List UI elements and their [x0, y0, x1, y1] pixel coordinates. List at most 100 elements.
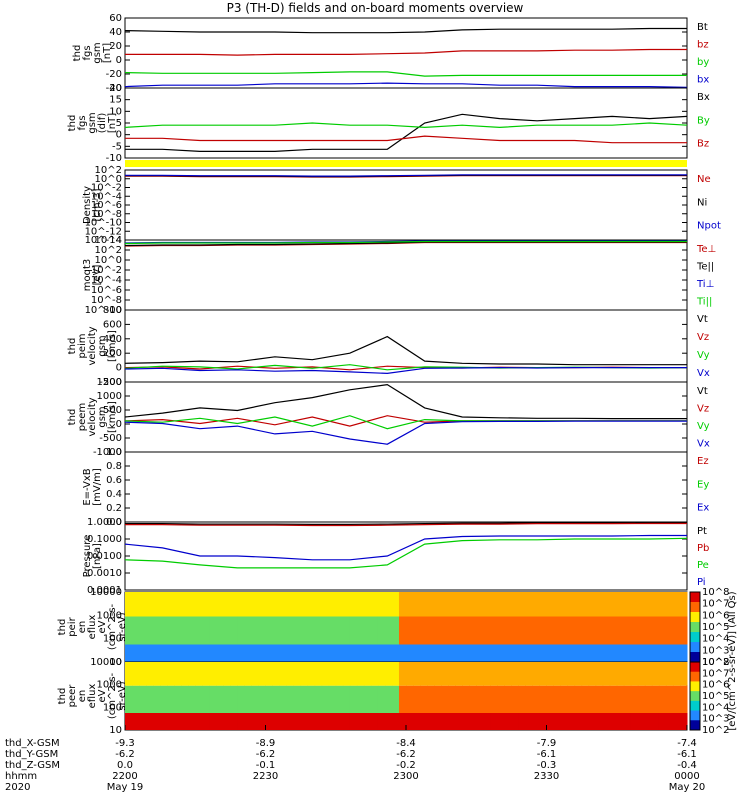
heatmap-cell: [342, 662, 351, 686]
heatmap-cell: [328, 592, 337, 617]
heatmap-cell: [651, 662, 660, 686]
heatmap-cell: [307, 616, 316, 645]
heatmap-cell: [223, 662, 231, 686]
heatmap-cell: [567, 616, 576, 645]
x-tick-label: -0.3: [537, 760, 557, 771]
heatmap-cell: [497, 713, 505, 730]
x-tick-label: -7.9: [537, 738, 557, 749]
heatmap-cell: [483, 662, 491, 686]
heatmap-cell: [146, 592, 154, 617]
heatmap-cell: [209, 685, 217, 713]
heatmap-cell: [518, 592, 526, 617]
heatmap-cell: [230, 616, 238, 645]
heatmap-cell: [335, 644, 344, 662]
heatmap-cell: [560, 662, 569, 686]
colorbar-segment: [690, 622, 700, 633]
heatmap-cell: [483, 644, 491, 662]
heatmap-cell: [413, 685, 421, 713]
heatmap-cell: [370, 644, 379, 662]
y-tick-label: 10^-6: [91, 200, 122, 211]
y-tick-label: 0.0: [106, 517, 122, 528]
heatmap-cell: [237, 616, 245, 645]
heatmap-cell: [181, 592, 189, 617]
heatmap-cell: [370, 616, 379, 645]
heatmap-cell: [476, 616, 484, 645]
legend-entry: Vz: [697, 404, 709, 415]
heatmap-cell: [195, 685, 203, 713]
y-tick-label: 10^-2: [91, 183, 122, 194]
y-tick-label: 10^-2: [91, 265, 122, 276]
heatmap-cell: [384, 685, 393, 713]
heatmap-cell: [595, 592, 604, 617]
heatmap-cell: [665, 644, 674, 662]
heatmap-cell: [160, 662, 168, 686]
y-tick-label: 0: [116, 130, 122, 141]
heatmap-cell: [223, 713, 231, 730]
heatmap-cell: [321, 713, 330, 730]
heatmap-cell: [153, 662, 161, 686]
heatmap-cell: [286, 592, 295, 617]
heatmap-cell: [244, 713, 252, 730]
legend-entry: Ey: [697, 479, 709, 490]
heatmap-cell: [483, 713, 491, 730]
heatmap-cell: [349, 713, 358, 730]
y-tick-label: 500: [103, 405, 122, 416]
y-tick-label: 10^-6: [91, 285, 122, 296]
y-tick-label: 0: [116, 363, 122, 374]
colorbar-tick-label: 10^3: [702, 714, 729, 725]
heatmap-cell: [132, 644, 140, 662]
heatmap-cell: [209, 592, 217, 617]
heatmap-cell: [370, 713, 379, 730]
heatmap-cell: [258, 662, 266, 686]
y-tick-label: 10^0: [95, 174, 122, 185]
heatmap-cell: [328, 713, 337, 730]
heatmap-cell: [476, 644, 484, 662]
heatmap-cell: [441, 662, 449, 686]
colorbar-segment: [690, 681, 700, 692]
colorbar-segment: [690, 602, 700, 613]
series-line: [124, 122, 688, 129]
y-tick-label: 1000: [97, 610, 122, 621]
colorbar-tick-label: 10^6: [702, 680, 729, 691]
y-tick-label: 1000: [97, 680, 122, 691]
panel-frame: [124, 169, 688, 241]
legend-entry: Vx: [697, 439, 710, 450]
heatmap-cell: [223, 616, 231, 645]
heatmap-cell: [300, 685, 309, 713]
heatmap-cell: [581, 713, 590, 730]
heatmap-cell: [511, 592, 519, 617]
heatmap-cell: [265, 713, 274, 730]
y-axis-label: eV: [97, 689, 108, 702]
heatmap-cell: [525, 713, 533, 730]
y-axis-label: sr-eV): [117, 681, 128, 710]
heatmap-cell: [644, 592, 653, 617]
heatmap-cell: [532, 592, 540, 617]
heatmap-cell: [448, 616, 456, 645]
heatmap-cell: [174, 644, 182, 662]
y-tick-label: 10^-8: [91, 209, 122, 220]
heatmap-cell: [356, 616, 365, 645]
heatmap-cell: [363, 713, 372, 730]
heatmap-cell: [455, 592, 463, 617]
y-axis-label: [nT]: [107, 113, 118, 133]
heatmap-cell: [413, 592, 421, 617]
heatmap-cell: [223, 685, 231, 713]
heatmap-cell: [237, 685, 245, 713]
heatmap-cell: [307, 662, 316, 686]
x-tick-label: -0.1: [256, 760, 276, 771]
y-axis-label: peer: [67, 684, 78, 708]
heatmap-cell: [672, 662, 681, 686]
heatmap-cell: [595, 644, 604, 662]
y-tick-label: 40: [109, 27, 122, 38]
x-tick-label: 2330: [534, 771, 559, 782]
heatmap-cell: [630, 616, 639, 645]
heatmap-cell: [230, 713, 238, 730]
heatmap-cell: [525, 685, 533, 713]
heatmap-cell: [384, 592, 393, 617]
series-line: [125, 174, 687, 177]
heatmap-cell: [216, 616, 224, 645]
legend-entry: Te⊥: [696, 244, 716, 255]
y-axis-label: eflux: [87, 684, 98, 709]
x-axis-row-label: thd_X-GSM: [5, 738, 60, 749]
heatmap-cell: [420, 713, 428, 730]
